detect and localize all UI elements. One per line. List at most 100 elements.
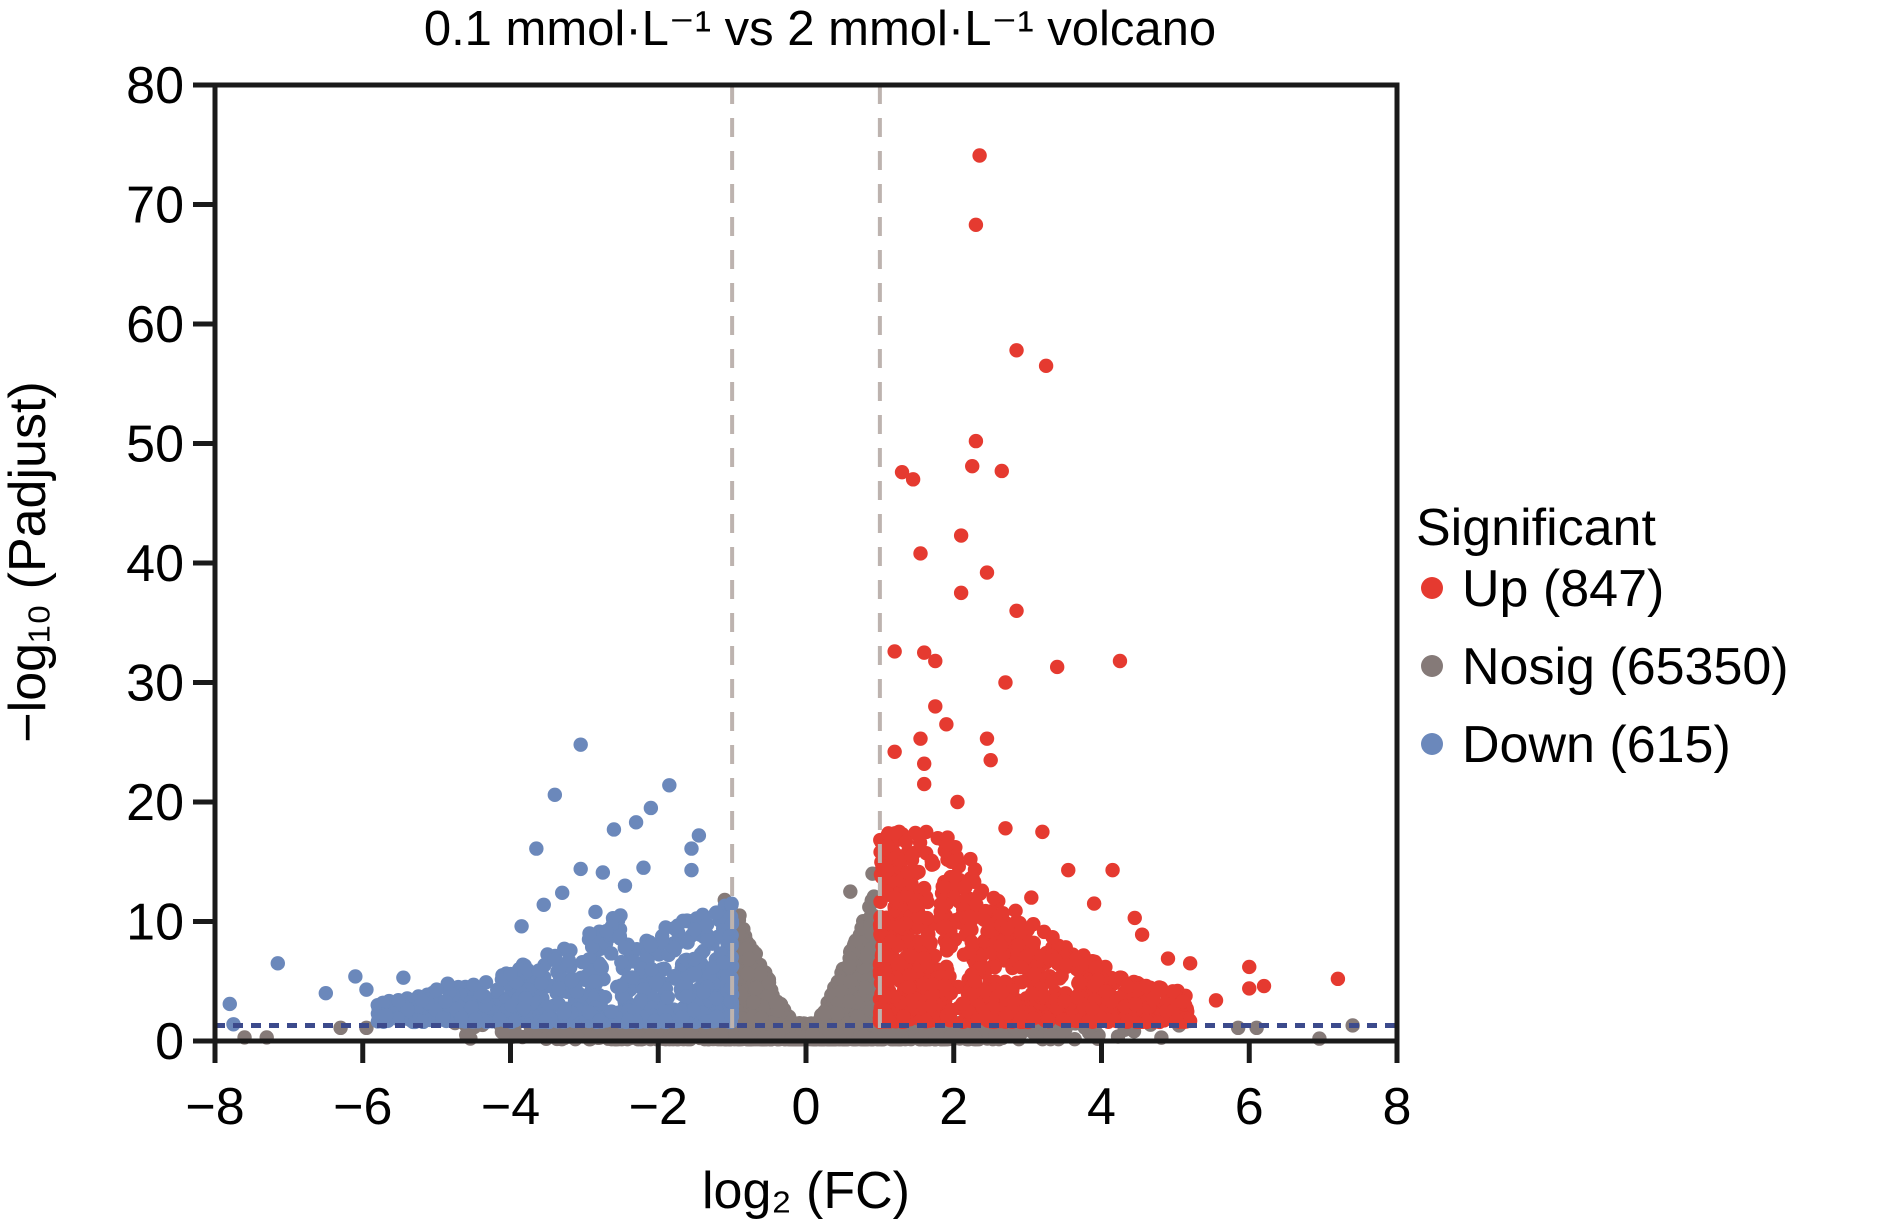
data-point-up	[944, 1002, 959, 1018]
data-point-nosig	[858, 980, 873, 996]
data-point-down	[633, 993, 649, 1008]
data-point-down	[531, 963, 547, 978]
x-tick-label: 4	[1087, 1078, 1116, 1136]
legend-item-down: Down (615)	[1421, 716, 1731, 774]
data-point-down	[660, 990, 675, 1005]
y-tick-label: 50	[126, 416, 184, 474]
x-axis: −8 −6 −4 −2 0 2 4 6 8	[185, 1041, 1411, 1136]
data-point-up	[1182, 956, 1198, 971]
data-point-down	[561, 953, 577, 968]
data-point-up	[979, 731, 995, 746]
data-point-down	[587, 974, 602, 989]
data-point-up	[873, 894, 888, 909]
data-point-up	[955, 996, 970, 1011]
data-point-up	[877, 963, 893, 979]
data-point-down	[575, 954, 590, 970]
data-point-up	[1098, 984, 1113, 999]
data-point-up	[953, 528, 969, 543]
data-point-up	[953, 585, 969, 601]
data-point-up	[923, 935, 938, 950]
data-point-nosig	[841, 958, 856, 973]
data-point-down	[625, 970, 640, 985]
data-point-nosig	[805, 1026, 820, 1042]
data-point-down	[400, 1002, 415, 1017]
data-point-up	[873, 927, 888, 942]
data-point-down	[699, 917, 715, 932]
data-point-down	[555, 885, 570, 901]
data-point-up	[977, 1009, 993, 1024]
data-point-up	[1010, 937, 1026, 953]
data-point-up	[1242, 959, 1257, 975]
data-point-up	[957, 879, 972, 895]
data-point-down	[378, 1008, 394, 1023]
data-point-nosig	[842, 994, 857, 1009]
data-point-up	[1057, 993, 1072, 1009]
data-point-down	[612, 928, 628, 944]
data-point-up	[925, 987, 940, 1002]
data-point-down	[716, 955, 731, 971]
data-point-up	[998, 821, 1013, 836]
data-point-up	[947, 869, 962, 884]
data-point-up	[937, 879, 952, 895]
data-point-up	[887, 644, 902, 659]
data-point-down	[556, 1005, 572, 1021]
data-point-up	[1027, 966, 1042, 982]
data-point-down	[644, 961, 659, 977]
legend-label: Up (847)	[1462, 560, 1664, 618]
data-point-up	[939, 943, 955, 958]
data-point-up	[939, 717, 954, 732]
data-point-down	[666, 940, 681, 955]
series-down	[222, 737, 740, 1032]
data-point-up	[1008, 903, 1023, 919]
data-point-up	[966, 985, 982, 1000]
data-point-up	[1045, 929, 1060, 945]
data-point-up	[911, 864, 926, 880]
data-point-up	[887, 826, 903, 841]
y-tick-label: 30	[126, 655, 184, 713]
data-point-up	[912, 829, 927, 845]
data-point-up	[907, 898, 923, 913]
data-point-up	[911, 909, 926, 925]
x-tick-label: −4	[481, 1078, 540, 1136]
data-point-down	[674, 1010, 690, 1025]
data-point-up	[976, 912, 992, 928]
data-point-down	[348, 969, 363, 984]
data-point-down	[529, 841, 544, 856]
data-point-down	[595, 865, 611, 880]
data-point-up	[1048, 952, 1063, 967]
data-point-down	[534, 975, 549, 991]
y-axis-title: −log₁₀ (Padjust)	[0, 381, 57, 742]
data-point-up	[1052, 971, 1067, 986]
data-point-up	[901, 980, 917, 995]
data-point-down	[723, 994, 738, 1009]
data-point-up	[1038, 358, 1054, 374]
data-point-nosig	[994, 1026, 1009, 1042]
data-point-up	[1000, 921, 1015, 937]
data-point-up	[924, 853, 939, 868]
data-point-nosig	[816, 1004, 832, 1020]
data-point-up	[887, 744, 902, 760]
data-point-down	[222, 996, 237, 1012]
data-point-up	[1175, 994, 1190, 1009]
data-point-down	[708, 991, 724, 1006]
data-point-up	[1330, 971, 1346, 987]
x-axis-title: log₂ (FC)	[702, 1162, 910, 1220]
data-point-up	[940, 836, 956, 852]
data-point-up	[913, 546, 928, 561]
data-point-up	[1000, 1006, 1015, 1021]
data-point-nosig	[843, 974, 858, 989]
data-point-down	[686, 1002, 701, 1018]
y-tick-label: 10	[126, 894, 184, 952]
data-point-up	[1120, 978, 1135, 994]
data-point-nosig	[859, 949, 875, 964]
data-point-down	[658, 920, 673, 935]
y-tick-label: 70	[126, 177, 184, 235]
data-point-down	[514, 919, 529, 934]
data-point-down	[391, 992, 406, 1008]
data-point-up	[928, 653, 943, 669]
data-point-nosig	[862, 899, 877, 915]
data-point-up	[1084, 1012, 1099, 1027]
data-point-up	[900, 865, 916, 880]
y-tick-label: 20	[126, 774, 184, 832]
data-point-down	[613, 978, 629, 993]
